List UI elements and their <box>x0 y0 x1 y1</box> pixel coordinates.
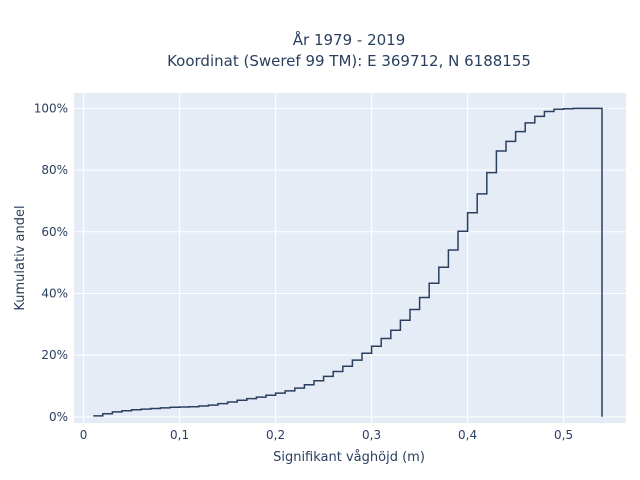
y-tick-label: 100% <box>34 101 68 115</box>
y-tick-label: 40% <box>41 286 68 300</box>
ecdf-line <box>93 107 603 417</box>
grid-lines <box>74 93 626 423</box>
y-tick-label: 80% <box>41 163 68 177</box>
x-tick-label: 0,2 <box>266 428 285 442</box>
x-tick-label: 0,5 <box>554 428 573 442</box>
plot-area <box>74 93 626 423</box>
y-tick-label: 20% <box>41 348 68 362</box>
x-axis-label: Signifikant våghöjd (m) <box>273 450 425 465</box>
x-tick-label: 0,4 <box>458 428 477 442</box>
chart-title-line2: Koordinat (Sweref 99 TM): E 369712, N 61… <box>167 52 531 70</box>
x-axis-ticks: 0 0,1 0,2 0,3 0,4 0,5 <box>80 428 573 442</box>
y-axis-label: Kumulativ andel <box>13 205 28 310</box>
chart-title-line1: År 1979 - 2019 <box>293 30 406 49</box>
y-tick-label: 60% <box>41 225 68 239</box>
y-axis-ticks: 0% 20% 40% 60% 80% 100% <box>34 101 68 423</box>
x-tick-label: 0 <box>80 428 88 442</box>
x-tick-label: 0,3 <box>362 428 381 442</box>
y-tick-label: 0% <box>49 410 68 424</box>
x-tick-label: 0,1 <box>170 428 189 442</box>
